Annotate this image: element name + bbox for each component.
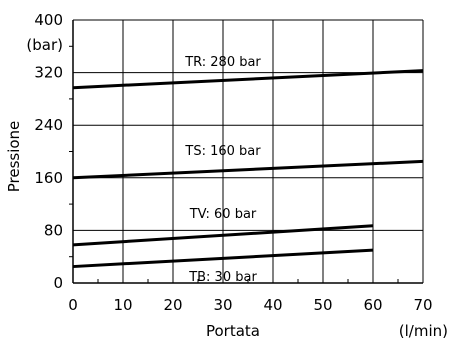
y-tick-label: 240 xyxy=(34,116,63,134)
series-lines xyxy=(72,69,424,269)
x-tick-label: 20 xyxy=(163,296,182,314)
y-tick-label: 80 xyxy=(44,221,63,239)
series-line-0 xyxy=(72,69,424,90)
x-axis-label: Portata xyxy=(206,322,260,340)
series-label-2: TV: 60 bar xyxy=(189,207,257,222)
x-tick-label: 60 xyxy=(363,296,382,314)
y-axis-label: Pressione xyxy=(5,121,23,193)
y-axis-unit: (bar) xyxy=(26,36,63,54)
x-tick-label: 50 xyxy=(313,296,332,314)
labels: 0 10 20 30 40 50 60 70 0 80 160 240 320 400 TR: 280 ba… xyxy=(5,11,448,340)
x-axis-unit: (l/min) xyxy=(399,322,448,340)
y-tick-label: 160 xyxy=(34,169,63,187)
series-label-1: TS: 160 bar xyxy=(184,144,261,159)
series-line-2 xyxy=(72,224,374,247)
y-tick-label: 0 xyxy=(53,274,63,292)
x-tick-label: 40 xyxy=(263,296,282,314)
x-tick-label: 30 xyxy=(213,296,232,314)
series-line-3 xyxy=(72,248,374,269)
y-tick-label: 400 xyxy=(34,11,63,29)
x-tick-label: 70 xyxy=(413,296,432,314)
y-tick-label: 320 xyxy=(34,64,63,82)
series-label-3: TB: 30 bar xyxy=(188,270,257,285)
series-line-1 xyxy=(72,159,424,180)
x-tick-label: 0 xyxy=(68,296,78,314)
series-label-0: TR: 280 bar xyxy=(184,55,261,70)
x-tick-label: 10 xyxy=(113,296,132,314)
